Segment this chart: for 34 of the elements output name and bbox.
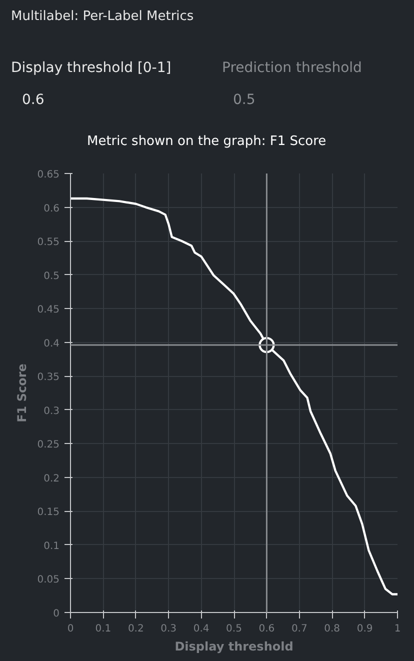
x-tick-label: 1 bbox=[394, 624, 401, 634]
y-tick-label: 0.55 bbox=[37, 237, 60, 248]
text: Multilabel: Per-Label Metrics bbox=[11, 8, 194, 26]
line-series bbox=[70, 197, 398, 596]
y-tick-label: 0.35 bbox=[37, 372, 60, 384]
y-tick-label: 0.25 bbox=[37, 440, 60, 451]
x-tick-label: 0.5 bbox=[226, 624, 242, 634]
x-tick-label: 0 bbox=[67, 624, 74, 634]
x-tick-label: 0.2 bbox=[128, 624, 144, 634]
y-tick-label: 0.1 bbox=[44, 540, 60, 552]
y-tick-label: 0.4 bbox=[44, 338, 60, 350]
x-tick-label: 0.4 bbox=[193, 624, 210, 634]
x-axis-title: Display threshold bbox=[174, 640, 294, 654]
text: 0.5 bbox=[233, 91, 256, 110]
x-tick-label: 0.6 bbox=[258, 624, 275, 634]
x-tick-label: 0.7 bbox=[291, 624, 308, 634]
y-tick-label: 0.6 bbox=[44, 203, 60, 214]
text: Display threshold [0-1] bbox=[11, 59, 172, 78]
y-tick-label: 0.2 bbox=[44, 473, 60, 484]
y-axis-title: F1 Score bbox=[15, 364, 30, 422]
y-tick-label: 0.15 bbox=[37, 507, 60, 518]
x-tick-label: 0.1 bbox=[95, 624, 112, 634]
text: 0.6 bbox=[22, 91, 44, 110]
y-tick-label: 0.5 bbox=[44, 270, 60, 282]
x-tick-label: 0.8 bbox=[324, 624, 340, 634]
y-tick-label: 0.45 bbox=[37, 304, 60, 316]
y-tick-label: 0.05 bbox=[37, 574, 60, 586]
text: Prediction threshold bbox=[222, 59, 362, 78]
y-tick-label: 0 bbox=[53, 608, 60, 620]
y-tick-label: 0.3 bbox=[44, 406, 60, 417]
x-tick-label: 0.9 bbox=[356, 624, 373, 634]
y-tick-label: 0.65 bbox=[37, 170, 60, 180]
x-tick-label: 0.3 bbox=[160, 624, 177, 634]
text: Metric shown on the graph: F1 Score bbox=[87, 133, 326, 151]
